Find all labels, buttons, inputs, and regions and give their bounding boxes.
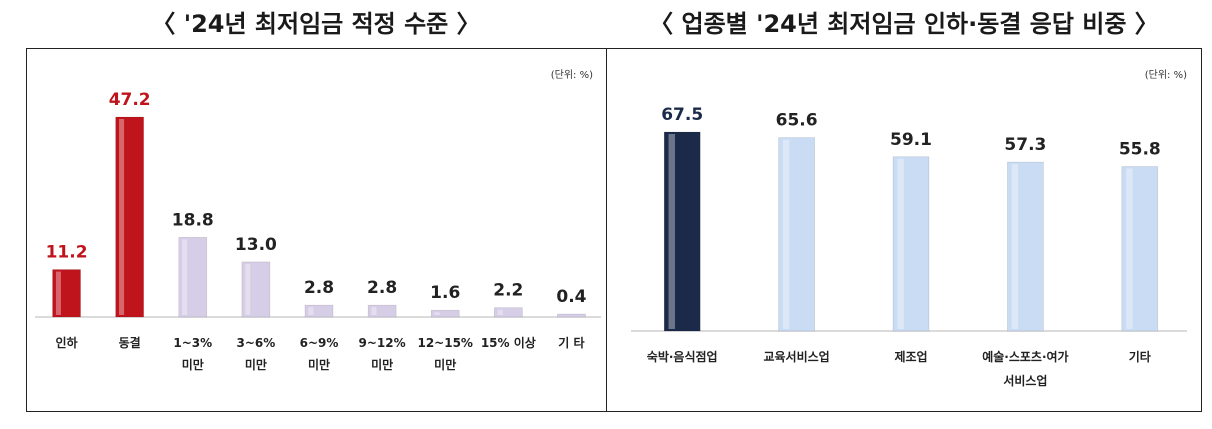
data-label: 57.3 bbox=[1004, 135, 1046, 155]
category-label: 12~15% bbox=[417, 336, 472, 350]
data-label: 18.8 bbox=[172, 210, 214, 230]
left-chart-panel: (단위: %) 11.2 인하 47.2 동결 18.8 1~3% 미만 13.0 3~6% 미만… bbox=[26, 48, 608, 412]
bar-highlight bbox=[245, 263, 251, 315]
left-chart-svg: 11.2 인하 47.2 동결 18.8 1~3% 미만 13.0 3~6% 미만 2.8 6~9% 미… bbox=[35, 90, 601, 372]
data-label: 47.2 bbox=[109, 90, 151, 110]
bar bbox=[178, 237, 208, 318]
right-unit-label: (단위: %) bbox=[1144, 70, 1187, 81]
left-chart-title: 〈 '24년 최저임금 적정 수준 〉 bbox=[151, 10, 481, 38]
bar-highlight bbox=[1011, 164, 1019, 329]
bar-highlight bbox=[668, 134, 675, 329]
right-chart-svg: 67.5 숙박·음식점업 65.6 교육서비스업 59.1 제조업 57.3 예술·스포츠·여… bbox=[631, 105, 1187, 388]
bar-highlight bbox=[897, 158, 904, 329]
bar-highlight bbox=[119, 119, 125, 315]
category-label: 미만 bbox=[182, 357, 204, 372]
category-label: 1~3% bbox=[173, 336, 212, 350]
bar bbox=[430, 309, 460, 318]
data-label: 59.1 bbox=[890, 130, 932, 150]
category-label: 교육서비스업 bbox=[763, 349, 829, 364]
bar-highlight bbox=[1126, 168, 1133, 329]
bar-highlight bbox=[308, 307, 314, 315]
left-unit-label: (단위: %) bbox=[550, 70, 593, 81]
category-label: 기타 bbox=[1129, 349, 1151, 364]
bar bbox=[115, 116, 144, 318]
category-label: 인하 bbox=[56, 335, 78, 350]
data-label: 0.4 bbox=[556, 287, 586, 307]
bar bbox=[663, 131, 701, 332]
bar bbox=[557, 313, 586, 318]
bar-highlight bbox=[434, 312, 440, 315]
bar-highlight bbox=[371, 307, 377, 315]
category-label: 숙박·음식점업 bbox=[647, 349, 718, 364]
data-label: 2.2 bbox=[493, 281, 523, 301]
bar-highlight bbox=[497, 309, 503, 315]
bar bbox=[892, 156, 930, 332]
data-label: 2.8 bbox=[367, 278, 397, 298]
category-label: 6~9% bbox=[300, 336, 339, 350]
bar-highlight bbox=[55, 271, 61, 315]
bar bbox=[52, 269, 81, 318]
category-label: 3~6% bbox=[236, 336, 275, 350]
data-label: 67.5 bbox=[661, 105, 703, 125]
data-label: 65.6 bbox=[776, 111, 818, 131]
bar bbox=[1121, 166, 1159, 332]
right-chart-title: 〈 업종별 '24년 최저임금 인하·동결 응답 비중 〉 bbox=[649, 10, 1159, 38]
category-label: 서비스업 bbox=[1003, 373, 1047, 388]
bar bbox=[241, 261, 271, 318]
bar bbox=[494, 307, 523, 318]
bar bbox=[778, 137, 815, 332]
category-label: 동결 bbox=[119, 335, 141, 350]
bar bbox=[367, 304, 397, 318]
category-label: 제조업 bbox=[894, 350, 927, 364]
data-label: 55.8 bbox=[1119, 139, 1161, 159]
bar bbox=[304, 304, 334, 318]
category-label: 기 타 bbox=[558, 335, 584, 350]
category-label: 15% 이상 bbox=[481, 335, 536, 350]
right-chart-panel: (단위: %) 67.5 숙박·음식점업 65.6 교육서비스업 59.1 제조업 57.3… bbox=[606, 48, 1202, 412]
data-label: 13.0 bbox=[235, 235, 277, 255]
data-label: 2.8 bbox=[304, 278, 334, 298]
category-label: 미만 bbox=[434, 357, 456, 372]
data-label: 1.6 bbox=[430, 283, 460, 303]
bar bbox=[1007, 161, 1044, 332]
category-label: 예술·스포츠·여가 bbox=[982, 349, 1068, 364]
bar-highlight bbox=[182, 239, 188, 315]
category-label: 미만 bbox=[245, 357, 267, 372]
category-label: 미만 bbox=[308, 357, 330, 372]
data-label: 11.2 bbox=[46, 243, 88, 263]
category-label: 9~12% bbox=[359, 336, 406, 350]
bar-highlight bbox=[782, 139, 790, 329]
category-label: 미만 bbox=[371, 357, 393, 372]
